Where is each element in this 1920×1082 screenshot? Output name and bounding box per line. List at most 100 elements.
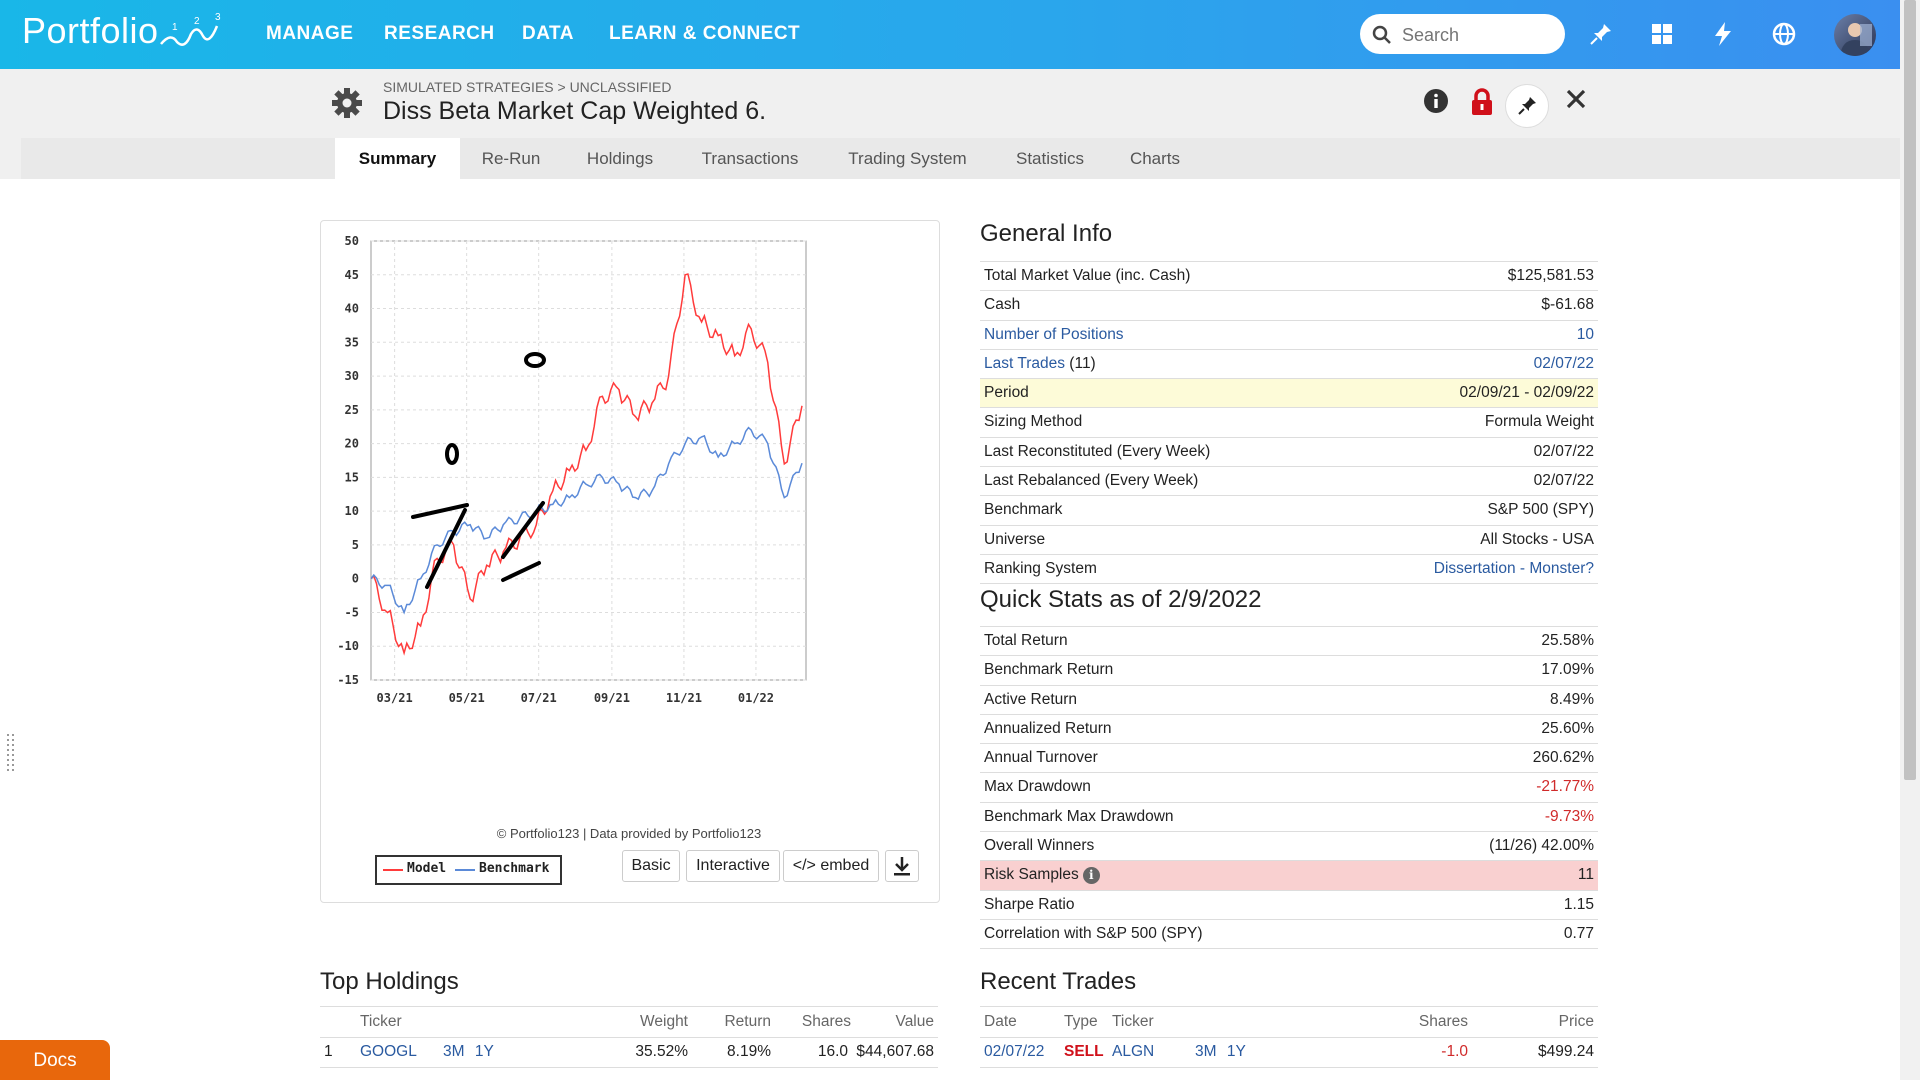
info-row-label: Max Drawdown xyxy=(984,778,1091,796)
info-row: Ranking System Dissertation - Monster? xyxy=(980,555,1598,585)
info-row: Overall Winners (11/26) 42.00% xyxy=(980,832,1598,862)
table-header: Ticker Weight Return Shares Value xyxy=(320,1006,938,1038)
lock-icon[interactable] xyxy=(1470,88,1494,116)
info-row: Sharpe Ratio 1.15 xyxy=(980,891,1598,920)
info-row-label: Annualized Return xyxy=(984,720,1112,738)
trade-price: $499.24 xyxy=(1537,1043,1594,1060)
info-row-value[interactable]: 02/07/22 xyxy=(1533,354,1594,372)
user-avatar[interactable] xyxy=(1834,14,1876,56)
info-row-value: Formula Weight xyxy=(1484,413,1594,431)
globe-icon[interactable] xyxy=(1770,20,1798,48)
drag-handle-icon[interactable] xyxy=(6,734,16,776)
info-row-label[interactable]: Number of Positions xyxy=(984,326,1124,344)
col-shares[interactable]: Shares xyxy=(1418,1013,1468,1030)
tab-summary[interactable]: Summary xyxy=(335,138,460,179)
bolt-icon[interactable] xyxy=(1709,20,1737,48)
nav-learn-connect[interactable]: LEARN & CONNECT xyxy=(609,23,801,44)
tab-charts[interactable]: Charts xyxy=(1129,149,1181,168)
info-icon[interactable]: i xyxy=(1082,867,1100,885)
annotation-circle xyxy=(445,443,459,465)
y-tick-label: -10 xyxy=(337,639,359,653)
download-icon xyxy=(894,857,910,876)
info-row-value: 02/09/21 - 02/09/22 xyxy=(1459,384,1594,402)
embed-button[interactable]: </> embed xyxy=(783,850,879,882)
trade-ticker-link[interactable]: ALGN xyxy=(1112,1043,1155,1060)
x-tick-label: 07/21 xyxy=(521,691,557,705)
info-icon[interactable] xyxy=(1423,88,1449,114)
annotation-stroke xyxy=(501,561,541,582)
download-button[interactable] xyxy=(885,850,919,882)
info-row-key-text: Period xyxy=(984,384,1029,402)
col-ticker[interactable]: Ticker xyxy=(1112,1013,1154,1030)
info-row: Annualized Return 25.60% xyxy=(980,715,1598,745)
nav-data[interactable]: DATA xyxy=(522,23,574,44)
info-row: Correlation with S&P 500 (SPY) 0.77 xyxy=(980,920,1598,950)
info-row-value: 11 xyxy=(1577,866,1594,884)
legend-benchmark-label[interactable]: Benchmark xyxy=(479,861,550,876)
scrollbar-thumb[interactable] xyxy=(1904,0,1916,780)
info-row-value: 02/07/22 xyxy=(1533,442,1594,460)
close-icon[interactable] xyxy=(1565,88,1587,110)
search-input[interactable] xyxy=(1400,22,1554,48)
search-box[interactable] xyxy=(1360,14,1565,54)
info-row-value: -21.77% xyxy=(1536,778,1594,796)
info-row: Last Trades (11) 02/07/22 xyxy=(980,350,1598,380)
trade-period-links[interactable]: 3M 1Y xyxy=(1195,1043,1246,1060)
holding-period-links[interactable]: 3M 1Y xyxy=(443,1043,494,1060)
nav-research[interactable]: RESEARCH xyxy=(384,23,495,44)
col-ticker[interactable]: Ticker xyxy=(360,1013,402,1030)
settings-gear-icon[interactable] xyxy=(330,86,364,120)
col-weight[interactable]: Weight xyxy=(640,1013,688,1030)
chart-credit: © Portfolio123 | Data provided by Portfo… xyxy=(496,826,762,841)
tab-transactions[interactable]: Transactions xyxy=(701,149,799,168)
nav-manage[interactable]: MANAGE xyxy=(266,23,354,44)
logo[interactable]: Portfolio xyxy=(22,10,159,51)
x-tick-label: 01/22 xyxy=(738,691,774,705)
info-row-value[interactable]: Dissertation - Monster? xyxy=(1433,559,1594,577)
docs-button[interactable]: Docs xyxy=(0,1040,110,1080)
table-row: 1 GOOGL 3M 1Y 35.52% 8.19% 16.0 $44,607.… xyxy=(320,1037,938,1068)
series-line-model xyxy=(370,273,803,656)
holding-ticker-link[interactable]: GOOGL xyxy=(360,1043,417,1060)
tab-trading-system[interactable]: Trading System xyxy=(848,149,967,168)
col-shares[interactable]: Shares xyxy=(801,1013,851,1030)
trade-type: SELL xyxy=(1064,1043,1104,1060)
info-row: Universe All Stocks - USA xyxy=(980,526,1598,555)
pin-icon[interactable] xyxy=(1587,20,1615,48)
info-row-value[interactable]: 10 xyxy=(1576,325,1594,343)
info-row-label: Period xyxy=(984,384,1029,402)
info-row-key-text: Benchmark Max Drawdown xyxy=(984,807,1174,825)
interactive-button[interactable]: Interactive xyxy=(686,850,780,882)
grid-icon[interactable] xyxy=(1648,20,1676,48)
info-row-label: Overall Winners xyxy=(984,837,1094,855)
info-row-key-text: Annualized Return xyxy=(984,719,1112,737)
legend-model-label[interactable]: Model xyxy=(407,861,447,876)
col-value[interactable]: Value xyxy=(895,1013,935,1030)
info-row-key-text: Benchmark Return xyxy=(984,661,1114,679)
top-holdings-title: Top Holdings xyxy=(320,968,459,995)
info-row-key-text[interactable]: Last Trades xyxy=(984,354,1065,372)
trade-date-link[interactable]: 02/07/22 xyxy=(984,1043,1045,1060)
tab-re-run[interactable]: Re-Run xyxy=(481,149,541,168)
info-row-key-text[interactable]: Number of Positions xyxy=(984,325,1124,343)
info-row-value: 8.49% xyxy=(1550,690,1594,708)
table-header: Date Type Ticker Shares Price xyxy=(980,1006,1598,1038)
tab-statistics[interactable]: Statistics xyxy=(1015,149,1085,168)
col-return[interactable]: Return xyxy=(724,1013,771,1030)
col-type[interactable]: Type xyxy=(1064,1013,1098,1030)
info-row-key-text: Total Return xyxy=(984,632,1068,649)
info-row: Total Return 25.58% xyxy=(980,627,1598,657)
info-row-label: Total Market Value (inc. Cash) xyxy=(984,267,1190,285)
col-date[interactable]: Date xyxy=(984,1013,1017,1030)
breadcrumb[interactable]: SIMULATED STRATEGIES > UNCLASSIFIED xyxy=(383,79,672,95)
col-price[interactable]: Price xyxy=(1558,1013,1594,1030)
info-row: Max Drawdown -21.77% xyxy=(980,773,1598,803)
info-row-value: (11/26) 42.00% xyxy=(1489,837,1594,855)
holding-return: 8.19% xyxy=(727,1043,771,1060)
pin-button[interactable] xyxy=(1505,84,1549,128)
info-row-label[interactable]: Last Trades (11) xyxy=(984,355,1096,373)
tab-holdings[interactable]: Holdings xyxy=(586,149,654,168)
info-row-key-text: Last Rebalanced (Every Week) xyxy=(984,472,1199,490)
basic-button[interactable]: Basic xyxy=(622,850,680,882)
